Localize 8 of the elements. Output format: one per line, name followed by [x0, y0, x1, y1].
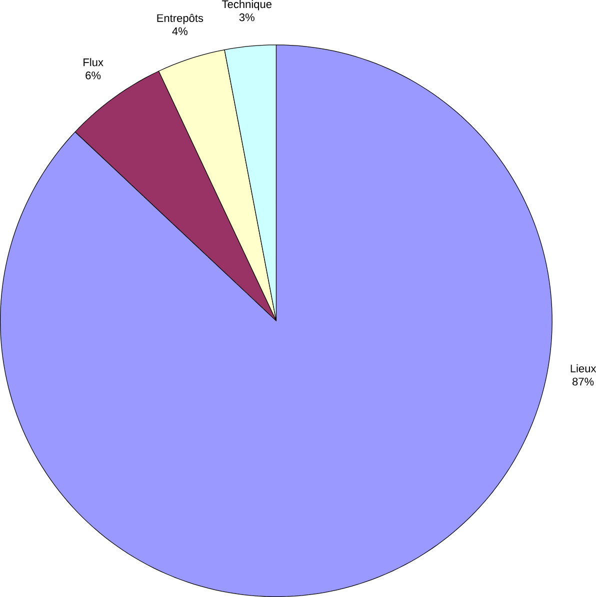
slice-label: Flux [83, 58, 104, 66]
data-label: 87% [572, 378, 594, 386]
slice-label: Technique [222, 0, 272, 10]
slice-label: Entrepôts [157, 14, 203, 24]
data-label: 3% [239, 13, 254, 22]
slice-label: Lieux [570, 364, 596, 372]
data-label: 6% [86, 72, 101, 80]
data-label: 4% [172, 27, 188, 36]
